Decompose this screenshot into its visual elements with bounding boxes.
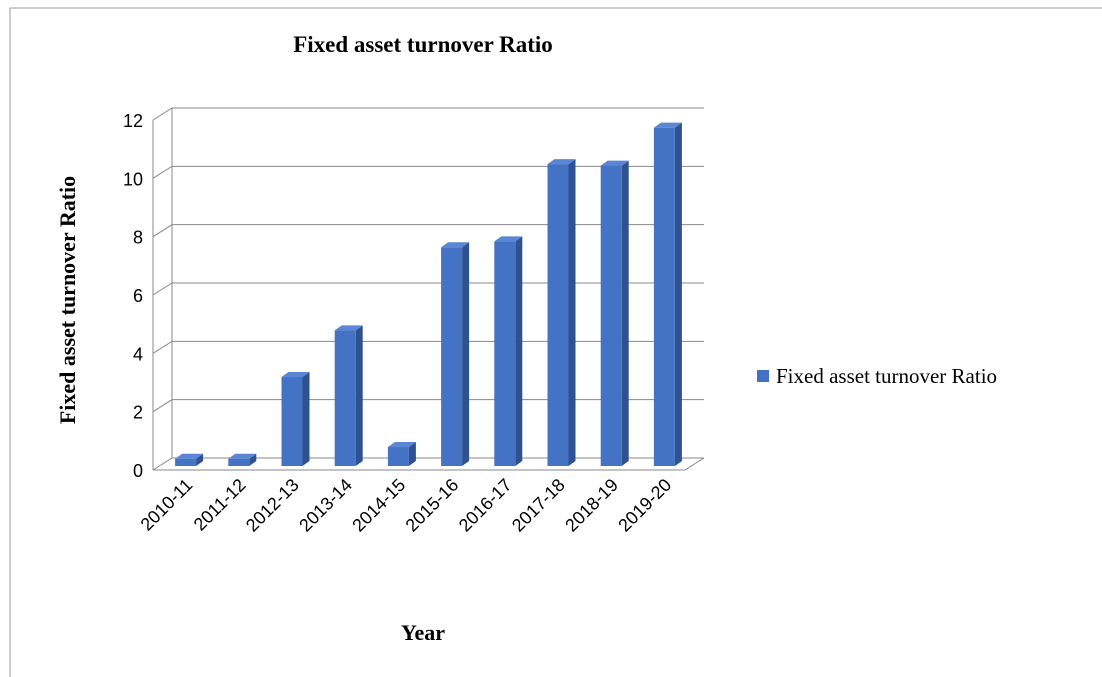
bar-top xyxy=(175,453,204,459)
y-tick-label: 4 xyxy=(133,344,143,364)
x-tick-label: 2016-17 xyxy=(455,475,516,536)
bar xyxy=(441,247,463,466)
bar-side xyxy=(621,160,629,467)
bar xyxy=(334,330,356,466)
x-tick-label: 2018-19 xyxy=(561,475,622,536)
bar-top xyxy=(547,159,576,165)
x-tick-label: 2014-15 xyxy=(348,475,409,536)
frame xyxy=(9,7,1102,677)
y-axis-label: Fixed asset turnover Ratio xyxy=(55,176,80,424)
bar-side xyxy=(196,453,204,466)
bar-top xyxy=(228,453,257,459)
legend-swatch xyxy=(757,370,769,382)
bar xyxy=(547,164,569,466)
bar xyxy=(228,458,250,466)
bar-top xyxy=(334,325,363,331)
bar xyxy=(494,241,516,466)
bar-side xyxy=(302,372,310,466)
y-tick-label: 8 xyxy=(133,228,143,248)
bar-side xyxy=(674,122,682,467)
floor xyxy=(153,457,705,471)
bar-side xyxy=(355,325,363,466)
bar xyxy=(281,377,303,466)
bar-top xyxy=(281,372,310,378)
bar-side xyxy=(249,453,257,466)
bar-top xyxy=(494,236,523,242)
bar-side xyxy=(408,442,416,466)
bar-top xyxy=(653,122,682,128)
x-tick-label: 2015-16 xyxy=(402,475,463,536)
bar xyxy=(387,447,409,466)
bar-side xyxy=(462,242,470,466)
y-tick-label: 12 xyxy=(123,111,143,131)
bar xyxy=(175,458,197,466)
grid-line xyxy=(152,107,704,121)
y-tick-label: 0 xyxy=(133,461,143,481)
x-tick-label: 2010-11 xyxy=(137,475,197,535)
x-tick-label: 2019-20 xyxy=(614,475,675,536)
bar-top xyxy=(441,242,470,248)
x-tick-label: 2012-13 xyxy=(242,475,303,536)
x-tick-label: 2011-12 xyxy=(190,475,250,535)
y-tick-label: 2 xyxy=(133,403,143,423)
y-tick-label: 10 xyxy=(123,169,143,189)
bar xyxy=(600,165,622,467)
x-tick-label: 2017-18 xyxy=(508,475,569,536)
bar-top xyxy=(387,442,416,448)
y-tick-label: 6 xyxy=(133,286,143,306)
x-axis-label: Year xyxy=(401,620,445,645)
bar-top xyxy=(600,160,629,166)
chart-title: Fixed asset turnover Ratio xyxy=(293,32,553,57)
bar-side xyxy=(515,236,523,466)
legend-label: Fixed asset turnover Ratio xyxy=(776,364,997,388)
bar xyxy=(653,127,675,467)
x-tick-label: 2013-14 xyxy=(295,475,356,536)
bar-side xyxy=(568,159,576,466)
